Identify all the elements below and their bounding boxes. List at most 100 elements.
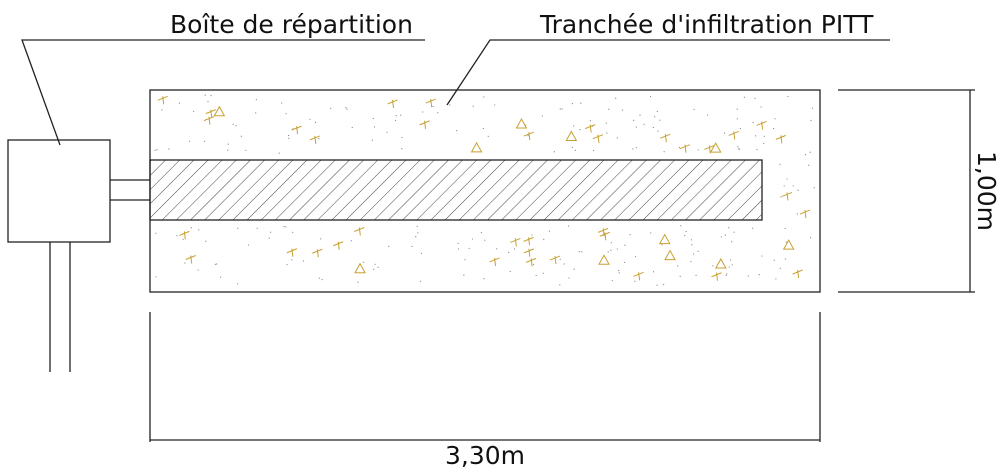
gravel-mark xyxy=(207,100,209,103)
gravel-mark xyxy=(437,112,439,114)
gravel-mark xyxy=(548,230,550,232)
gravel-mark xyxy=(213,105,226,117)
gravel-mark xyxy=(760,106,762,108)
gravel-mark xyxy=(235,125,237,127)
gravel-mark xyxy=(573,268,575,270)
drain-pipe xyxy=(149,159,763,221)
gravel-mark xyxy=(286,248,298,257)
gravel-mark xyxy=(156,149,158,151)
gravel-mark xyxy=(482,127,484,130)
gravel-mark xyxy=(720,236,722,238)
gravel-mark xyxy=(363,261,365,263)
gravel-mark xyxy=(755,135,757,137)
gravel-mark xyxy=(394,119,397,122)
supply-pipe xyxy=(49,242,71,372)
gravel-mark xyxy=(785,241,787,243)
gravel-mark xyxy=(652,126,654,129)
gravel-mark xyxy=(779,163,781,165)
gravel-mark xyxy=(416,225,418,227)
gravel-mark xyxy=(634,280,636,282)
gravel-mark xyxy=(245,149,247,151)
gravel-mark xyxy=(470,141,483,153)
gravel-mark xyxy=(736,108,738,110)
gravel-mark xyxy=(457,248,460,250)
gravel-mark xyxy=(494,104,496,106)
gravel-mark xyxy=(787,95,789,98)
gravel-mark xyxy=(387,99,398,109)
gravel-mark xyxy=(523,236,534,246)
gravel-mark xyxy=(659,119,661,121)
gravel-mark xyxy=(351,126,353,129)
gravel-mark xyxy=(615,97,617,99)
gravel-mark xyxy=(714,257,727,269)
gravel-mark xyxy=(579,129,581,131)
gravel-mark xyxy=(286,264,288,266)
gravel-mark xyxy=(227,149,229,151)
gravel-mark xyxy=(578,250,580,253)
gravel-mark xyxy=(813,187,815,189)
gravel-mark xyxy=(731,264,733,266)
gravel-mark xyxy=(656,110,658,113)
gravel-mark xyxy=(255,112,257,114)
gravel-mark xyxy=(678,147,681,149)
gravel-mark xyxy=(509,270,511,273)
gravel-mark xyxy=(302,260,305,262)
length-dimension xyxy=(149,312,821,442)
gravel-mark xyxy=(330,107,332,109)
gravel-mark xyxy=(656,284,658,286)
gravel-mark xyxy=(565,130,578,141)
gravel-mark xyxy=(287,134,290,137)
gravel-mark xyxy=(559,258,561,260)
length-label: 3,30m xyxy=(445,441,525,470)
gravel-mark xyxy=(483,278,485,280)
gravel-mark xyxy=(270,231,272,233)
gravel-mark xyxy=(784,258,786,260)
gravel-mark xyxy=(690,261,692,263)
gravel-mark xyxy=(419,120,430,129)
gravel-mark xyxy=(663,151,665,153)
gravel-mark xyxy=(629,233,631,236)
gravel-mark xyxy=(736,118,738,120)
gravel-mark xyxy=(571,146,573,148)
gravel-mark xyxy=(704,144,715,154)
gravel-mark xyxy=(756,120,767,130)
gravel-mark xyxy=(775,134,787,144)
gravel-mark xyxy=(449,104,451,106)
gravel-mark xyxy=(585,124,596,133)
gravel-mark xyxy=(168,148,170,150)
gravel-mark xyxy=(483,96,485,98)
gravel-mark xyxy=(388,245,390,247)
height-label: 1,00m xyxy=(972,151,1001,231)
gravel-mark xyxy=(677,265,679,267)
gravel-mark xyxy=(616,248,618,250)
gravel-mark xyxy=(463,274,465,276)
gravel-mark xyxy=(712,265,714,267)
gravel-mark xyxy=(580,102,582,104)
distribution-box xyxy=(7,139,111,243)
gravel-mark xyxy=(786,178,788,180)
gravel-mark xyxy=(419,280,422,282)
gravel-mark xyxy=(811,107,814,109)
gravel-mark xyxy=(738,148,740,151)
gravel-mark xyxy=(658,233,671,245)
gravel-mark xyxy=(660,133,671,143)
gravel-mark xyxy=(417,232,419,234)
gravel-mark xyxy=(371,139,373,141)
gravel-mark xyxy=(792,269,803,279)
gravel-mark xyxy=(773,259,775,261)
gravel-mark xyxy=(155,276,157,278)
gravel-mark xyxy=(654,116,656,118)
gravel-mark xyxy=(726,273,728,275)
gravel-mark xyxy=(216,263,218,265)
gravel-mark xyxy=(780,196,782,198)
gravel-mark xyxy=(618,272,620,274)
gravel-mark xyxy=(611,280,613,282)
gravel-mark xyxy=(581,251,583,253)
gravel-mark xyxy=(314,121,317,123)
gravel-mark xyxy=(157,95,168,105)
gravel-mark xyxy=(624,244,626,246)
gravel-mark xyxy=(779,267,781,269)
gravel-mark xyxy=(256,227,258,229)
gravel-mark xyxy=(185,255,196,264)
